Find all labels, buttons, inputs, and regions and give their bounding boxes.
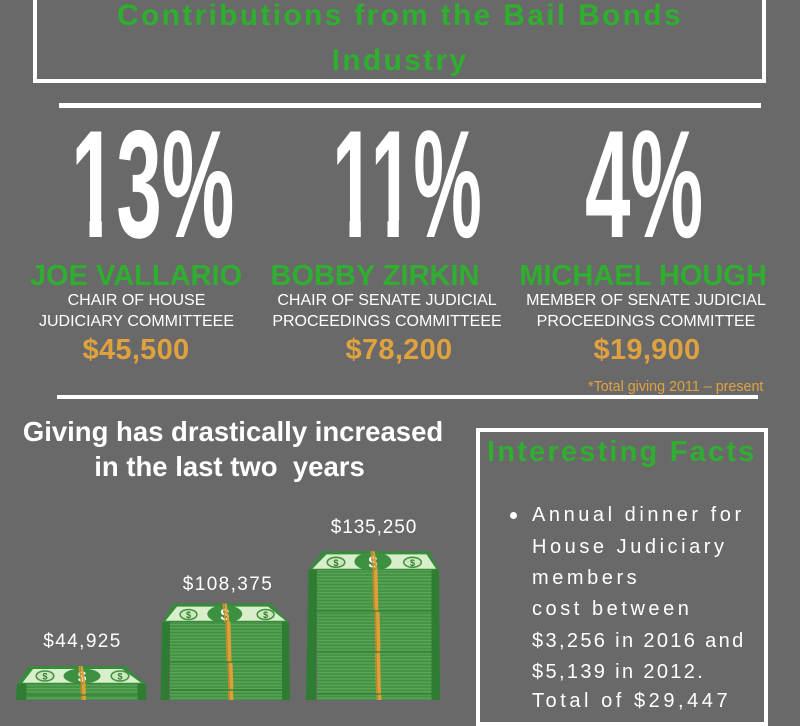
svg-text:$: $ <box>410 558 415 568</box>
svg-text:$: $ <box>186 610 191 620</box>
svg-text:$: $ <box>333 558 338 568</box>
svg-text:$: $ <box>263 610 268 620</box>
svg-text:$: $ <box>117 672 122 682</box>
svg-text:$: $ <box>42 672 47 682</box>
